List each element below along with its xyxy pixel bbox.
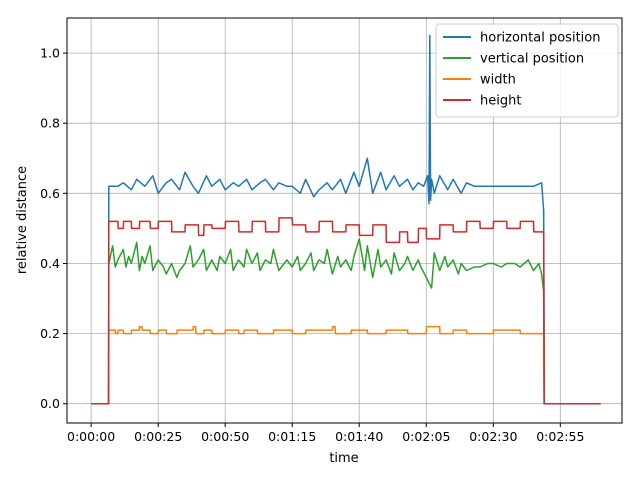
series-layer [91, 34, 601, 405]
legend-label-horizontal-position: horizontal position [480, 31, 600, 46]
x-tick-label: 0:02:05 [402, 429, 450, 444]
y-tick-label: 1.0 [40, 46, 60, 61]
x-tick-label: 0:00:00 [67, 429, 115, 444]
y-tick-label: 0.2 [40, 326, 60, 341]
y-tick-label: 0.4 [40, 256, 60, 271]
y-axis: 0.0 0.2 0.4 0.6 0.8 1.0 [40, 46, 67, 411]
plot-frame [66, 17, 623, 424]
x-tick-label: 0:00:50 [201, 429, 249, 444]
series-line-horizontal-position [91, 34, 601, 405]
x-axis: 0:00:00 0:00:25 0:00:50 0:01:15 0:01:40 0:02:… [67, 423, 584, 444]
legend-label-width: width [480, 73, 516, 88]
series-line-vertical-position [91, 238, 601, 405]
legend-label-height: height [480, 94, 521, 109]
series-line-height [91, 217, 601, 405]
y-tick-label: 0.6 [40, 186, 60, 201]
x-tick-label: 0:01:15 [268, 429, 316, 444]
x-tick-label: 0:02:55 [536, 429, 584, 444]
x-tick-label: 0:00:25 [134, 429, 182, 444]
x-tick-label: 0:01:40 [335, 429, 383, 444]
x-tick-label: 0:02:30 [469, 429, 517, 444]
y-axis-label: relative distance [15, 166, 30, 274]
x-axis-label: time [329, 451, 358, 466]
series-line-width [91, 325, 601, 405]
legend: horizontal position vertical position wi… [435, 23, 619, 118]
y-tick-label: 0.0 [40, 396, 60, 411]
legend-label-vertical-position: vertical position [480, 52, 584, 67]
legend-box [435, 23, 619, 118]
y-tick-label: 0.8 [40, 116, 60, 131]
